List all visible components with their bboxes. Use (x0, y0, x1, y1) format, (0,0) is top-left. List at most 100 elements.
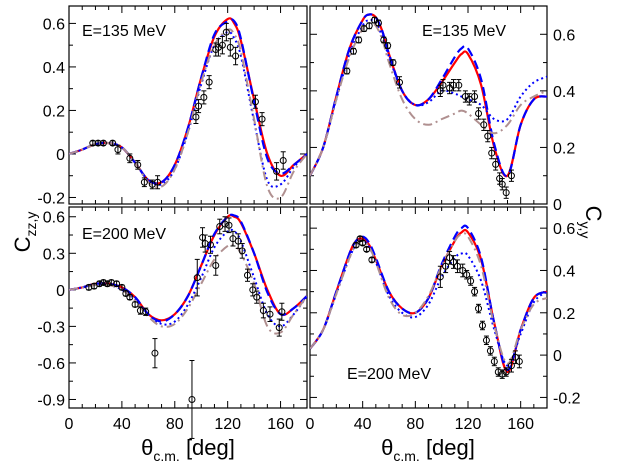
y-tick-label: 0.2 (553, 306, 575, 323)
x-tick-label: 0 (65, 416, 74, 433)
data-point (136, 307, 144, 315)
y-tick-label: 0 (553, 197, 562, 214)
data-point (218, 41, 226, 49)
data-point (467, 277, 475, 285)
data-point (363, 245, 371, 253)
y-tick-label: 0.4 (553, 263, 575, 280)
data-point (463, 271, 471, 279)
y-axis-label-right: Cy,y (577, 206, 606, 239)
panel-bottom-left: 0 40 80 120 160 -0.9 -0.6 -0.3 0 0.3 0.6 E=200 MeV (37, 206, 308, 439)
x-label-right-main: θ (381, 435, 393, 460)
data-point (192, 113, 200, 121)
data-point (359, 239, 367, 247)
x-tick-label: 160 (507, 416, 534, 433)
data-points (352, 235, 523, 379)
data-point (471, 288, 479, 296)
data-point (253, 293, 261, 301)
data-point (118, 283, 126, 291)
data-point (85, 283, 93, 291)
data-point (109, 139, 117, 147)
y-tick-label: 0.6 (553, 27, 575, 44)
data-points (89, 22, 287, 190)
data-point (486, 347, 494, 355)
data-point (478, 321, 486, 329)
data-points (85, 216, 286, 439)
data-point (201, 240, 209, 248)
data-point (446, 254, 454, 262)
series-solid (310, 228, 547, 374)
data-point (498, 370, 506, 378)
panel-top-right: 0 0.2 0.4 0.6 E=135 MeV (309, 5, 575, 214)
data-point (126, 154, 134, 162)
y-tick-label: 0.2 (43, 103, 65, 120)
data-point (439, 81, 447, 89)
panel-bottom-right: 0 40 80 120 160 -0.2 0 0.2 0.4 0.6 E=200 MeV (306, 206, 581, 433)
y-tick-label: -0.2 (553, 390, 581, 407)
data-point (480, 121, 488, 129)
data-point (232, 52, 240, 60)
data-point (455, 81, 463, 89)
data-point (368, 256, 376, 264)
data-point (193, 274, 201, 282)
data-point (251, 98, 259, 106)
x-tick-label: 80 (166, 416, 184, 433)
x-tick-label: 120 (455, 416, 482, 433)
x-axis-label-left: θc.m. [deg] (141, 435, 235, 464)
data-point (482, 336, 490, 344)
y-tick-label: 0.2 (553, 140, 575, 157)
data-point (475, 305, 483, 313)
x-label-left-main: θ (141, 435, 153, 460)
data-point (515, 357, 523, 365)
y-tick-label: -0.2 (37, 190, 65, 207)
y-tick-label: 0.6 (43, 210, 65, 227)
data-point (450, 81, 458, 89)
series-dotted (310, 239, 547, 367)
data-point (89, 139, 97, 147)
data-point (374, 19, 382, 27)
data-point (99, 279, 107, 287)
data-point (278, 308, 286, 316)
y-tick-label: -0.9 (37, 392, 65, 409)
panel-annotation: E=200 MeV (82, 226, 166, 243)
data-point (238, 247, 246, 255)
data-point (131, 300, 139, 308)
data-point (465, 95, 473, 103)
data-points (343, 16, 515, 199)
y-axis-label-left: Czz,y (10, 212, 39, 253)
data-point (355, 36, 363, 44)
data-point (113, 280, 121, 288)
data-point (488, 149, 496, 157)
x-label-left-unit: [deg] (180, 435, 235, 460)
x-label-right-sub: c.m. (393, 448, 419, 464)
data-point (212, 261, 220, 269)
y-tick-label: 0.6 (553, 221, 575, 238)
y-tick-label: 0 (56, 147, 65, 164)
data-point (442, 262, 450, 270)
data-point (206, 241, 214, 249)
data-point (352, 241, 360, 249)
curves (69, 17, 307, 200)
y-label-right-sub: y,y (577, 222, 593, 239)
x-tick-label: 120 (214, 416, 241, 433)
data-point (507, 172, 515, 180)
data-point (502, 189, 510, 197)
data-point (234, 237, 242, 245)
data-point (279, 156, 287, 164)
data-point (188, 395, 196, 403)
data-point (222, 28, 230, 36)
data-point (365, 22, 373, 30)
data-point (498, 180, 506, 188)
data-point (140, 178, 148, 186)
data-point (205, 78, 213, 86)
data-point (94, 139, 102, 147)
curves (310, 224, 547, 374)
panel-annotation: E=200 MeV (347, 366, 431, 383)
panel-annotation: E=135 MeV (82, 23, 166, 40)
data-point (380, 36, 388, 44)
series-dashed (69, 213, 307, 323)
data-point (249, 286, 257, 294)
y-tick-label: 0.3 (43, 246, 65, 263)
data-point (273, 167, 281, 175)
data-point (154, 178, 162, 186)
